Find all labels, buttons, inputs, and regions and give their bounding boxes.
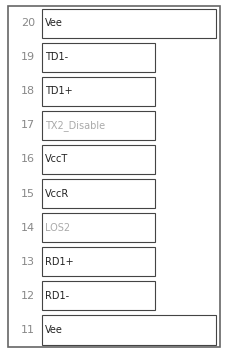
Text: Vee: Vee <box>45 325 63 335</box>
Text: LOS2: LOS2 <box>45 223 70 233</box>
Text: VccT: VccT <box>45 155 68 164</box>
Bar <box>42 213 154 242</box>
Bar <box>42 111 154 140</box>
Bar <box>42 179 154 208</box>
Text: 15: 15 <box>21 189 35 198</box>
Text: Vee: Vee <box>45 18 63 28</box>
Bar <box>42 145 154 174</box>
Text: 19: 19 <box>21 52 35 62</box>
Text: VccR: VccR <box>45 189 69 198</box>
Text: 20: 20 <box>21 18 35 28</box>
Text: RD1+: RD1+ <box>45 257 73 267</box>
Text: TD1-: TD1- <box>45 52 68 62</box>
Text: 13: 13 <box>21 257 35 267</box>
Text: 17: 17 <box>21 120 35 130</box>
Text: 12: 12 <box>21 291 35 301</box>
Text: TX2_Disable: TX2_Disable <box>45 120 105 131</box>
Bar <box>42 77 154 106</box>
Bar <box>42 8 215 38</box>
Text: 16: 16 <box>21 155 35 164</box>
Bar <box>42 43 154 72</box>
Bar <box>42 247 154 276</box>
Bar <box>42 281 154 310</box>
Text: TD1+: TD1+ <box>45 86 72 96</box>
Text: 18: 18 <box>21 86 35 96</box>
Text: 14: 14 <box>21 223 35 233</box>
Bar <box>42 315 215 345</box>
Text: 11: 11 <box>21 325 35 335</box>
Text: RD1-: RD1- <box>45 291 69 301</box>
